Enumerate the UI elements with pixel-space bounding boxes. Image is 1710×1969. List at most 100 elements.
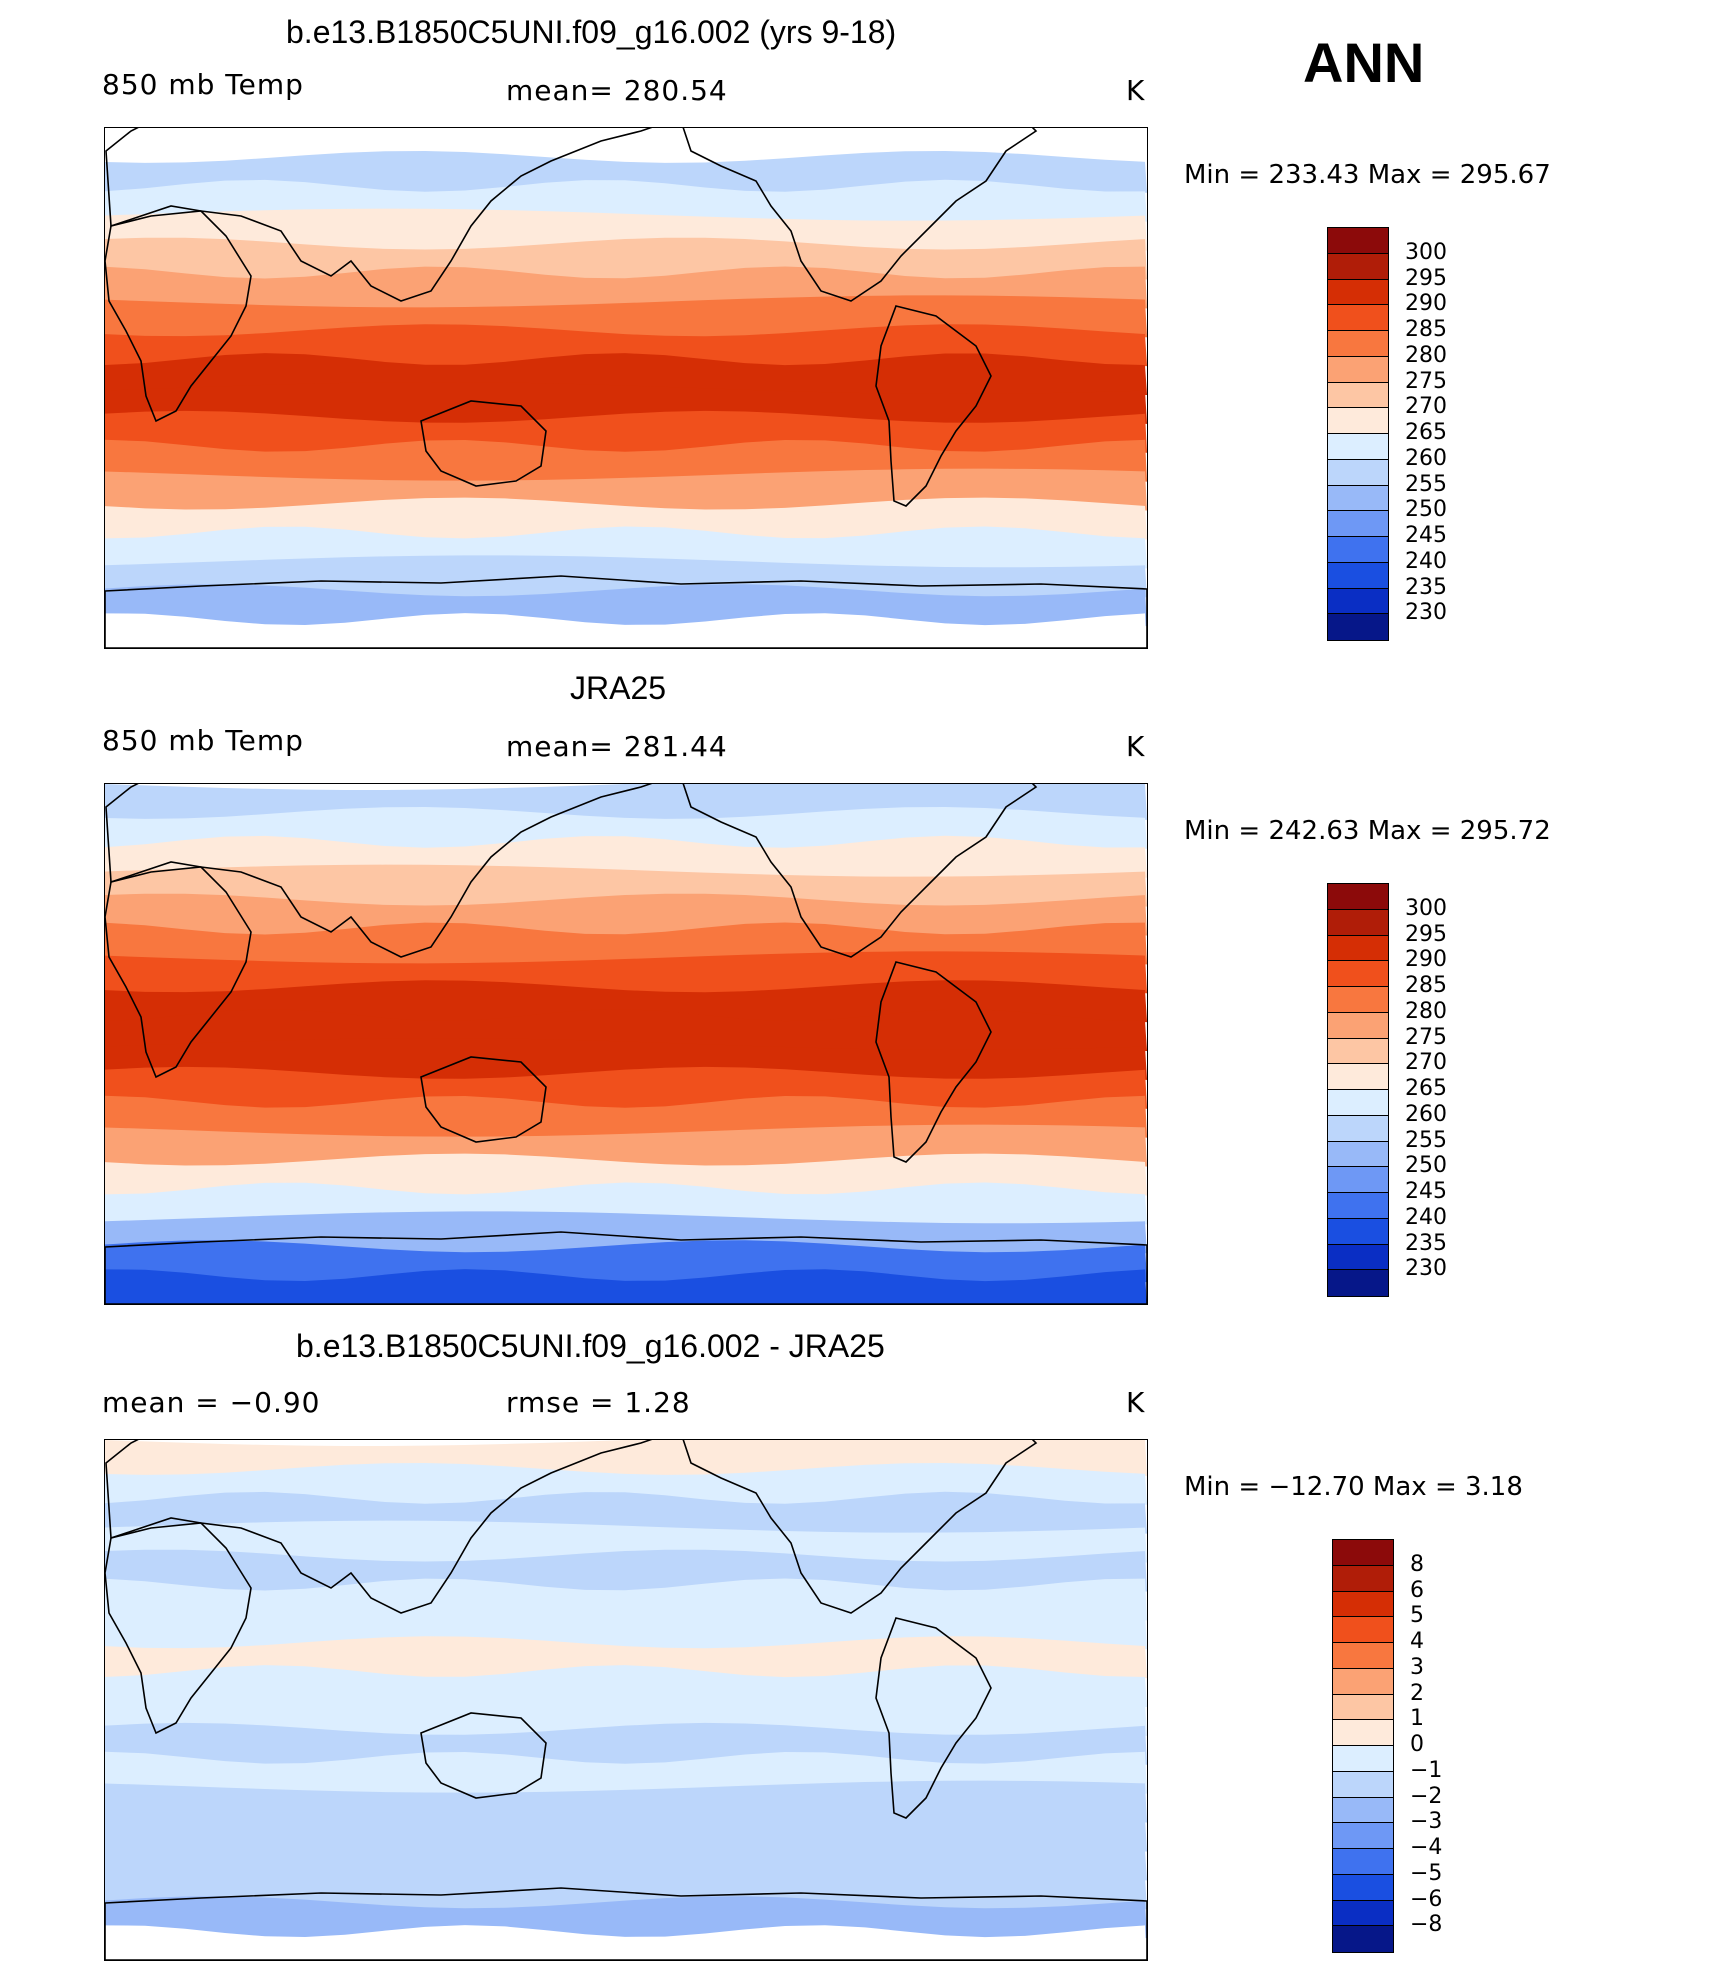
- colorbar-swatch: [1328, 987, 1388, 1013]
- colorbar-swatch: [1328, 1115, 1388, 1142]
- colorbar-swatch: [1328, 485, 1388, 512]
- contour-band: [105, 1636, 1147, 1679]
- contour-band: [105, 410, 1147, 453]
- colorbar-swatch: [1328, 228, 1388, 254]
- panel-3-colorbar: 8 6 5 4 3 2 1 0 −1 −2 −3 −4 −5 −6 −8: [1332, 1539, 1447, 1953]
- colorbar-swatch: [1328, 884, 1388, 910]
- colorbar-swatch: [1328, 1244, 1388, 1271]
- coastline: [105, 210, 252, 423]
- panel-3-mean-label: mean = −0.90: [102, 1386, 321, 1419]
- colorbar-level-label: 295: [1405, 921, 1447, 947]
- contour-band: [105, 1925, 1147, 1960]
- colorbar-level-label: −3: [1410, 1809, 1443, 1835]
- temperature-field: [105, 128, 1147, 648]
- panel-3-units: K: [1126, 1386, 1146, 1419]
- colorbar-swatch: [1328, 909, 1388, 936]
- contour-band: [105, 555, 1147, 598]
- contour-band: [105, 1520, 1147, 1563]
- colorbar-swatch: [1328, 614, 1388, 640]
- colorbar-level-label: −1: [1410, 1757, 1443, 1783]
- colorbar-level-label: 250: [1405, 1153, 1447, 1179]
- temperature-field: [105, 784, 1147, 1304]
- contour-band: [105, 1780, 1147, 1823]
- colorbar-swatch: [1333, 1565, 1393, 1592]
- panel-2-colorbar: 300 295 290 285 280 275 270 265 260 255 250 245 240 2…: [1327, 883, 1447, 1297]
- colorbar-level-label: 235: [1405, 574, 1447, 600]
- colorbar-level-label: 300: [1405, 239, 1447, 265]
- colorbar-level-label: 230: [1405, 600, 1447, 626]
- colorbar-level-label: 265: [1405, 1076, 1447, 1101]
- colorbar-level-label: 2: [1410, 1680, 1424, 1706]
- colorbar-level-label: 230: [1405, 1256, 1447, 1282]
- panel-3-map: [104, 1439, 1148, 1961]
- contour-band: [105, 1269, 1147, 1304]
- panel-1-title: b.e13.B1850C5UNI.f09_g16.002 (yrs 9-18): [286, 14, 897, 50]
- contour-band: [105, 497, 1147, 540]
- panel-2-minmax: Min = 242.63 Max = 295.72: [1184, 816, 1551, 846]
- colorbar-level-label: 5: [1410, 1603, 1424, 1629]
- colorbar-swatch: [1328, 1141, 1388, 1168]
- colorbar-box: [1327, 883, 1389, 1297]
- coastline: [105, 128, 653, 302]
- colorbar-level-label: 300: [1405, 895, 1447, 921]
- colorbar-level-label: 295: [1405, 265, 1447, 291]
- contour-band: [105, 1153, 1147, 1196]
- colorbar-swatch: [1328, 537, 1388, 563]
- colorbar-swatch: [1333, 1617, 1393, 1643]
- panel-2-mean-label: mean= 281.44: [506, 730, 728, 763]
- colorbar-level-label: 285: [1405, 973, 1447, 998]
- colorbar-swatch: [1333, 1720, 1393, 1746]
- contour-band: [105, 1549, 1147, 1592]
- colorbar-level-label: 270: [1405, 394, 1447, 420]
- panel-1-minmax: Min = 233.43 Max = 295.67: [1184, 160, 1551, 190]
- colorbar-level-label: 245: [1405, 523, 1447, 548]
- colorbar-swatch: [1333, 1540, 1393, 1566]
- panel-2-map: [104, 783, 1148, 1305]
- coastlines: [105, 1440, 1147, 1960]
- contour-band: [105, 324, 1147, 367]
- panel-2-left-label: 850 mb Temp: [102, 724, 304, 757]
- colorbar-swatch: [1333, 1797, 1393, 1824]
- coastline: [682, 1440, 1038, 1614]
- coastline: [105, 866, 252, 1079]
- colorbar-level-label: 235: [1405, 1230, 1447, 1256]
- colorbar-level-label: 260: [1405, 445, 1447, 471]
- colorbar-level-label: −2: [1410, 1783, 1443, 1809]
- panel-1-map: [104, 127, 1148, 649]
- colorbar-swatch: [1333, 1900, 1393, 1927]
- coastline: [420, 1056, 547, 1143]
- contour-band: [105, 893, 1147, 936]
- colorbar-level-label: 275: [1405, 368, 1447, 394]
- contour-band: [105, 150, 1147, 193]
- panel-1-mean-label: mean= 280.54: [506, 74, 728, 107]
- contour-band: [105, 1211, 1147, 1254]
- panel-1-map-svg: [105, 128, 1147, 648]
- contour-band: [105, 237, 1147, 280]
- colorbar-swatch: [1333, 1591, 1393, 1618]
- colorbar-swatch: [1328, 356, 1388, 383]
- coastlines: [105, 128, 1147, 648]
- colorbar-level-label: 275: [1405, 1024, 1447, 1050]
- contour-band: [105, 584, 1147, 627]
- colorbar-level-label: 290: [1405, 291, 1447, 317]
- colorbar-swatch: [1333, 1746, 1393, 1772]
- contour-band: [105, 468, 1147, 511]
- colorbar-level-label: 290: [1405, 947, 1447, 973]
- colorbar-swatch: [1328, 459, 1388, 486]
- colorbar-level-label: 280: [1405, 342, 1447, 368]
- coastline: [105, 1887, 1147, 1960]
- colorbar-swatch: [1333, 1823, 1393, 1849]
- colorbar-swatch: [1328, 935, 1388, 962]
- colorbar-level-label: 240: [1405, 1204, 1447, 1230]
- colorbar-level-label: 6: [1410, 1577, 1424, 1603]
- coastline: [682, 784, 1038, 958]
- colorbar-level-label: 260: [1405, 1101, 1447, 1127]
- colorbar-swatch: [1328, 511, 1388, 537]
- panel-3-title: b.e13.B1850C5UNI.f09_g16.002 - JRA25: [296, 1328, 885, 1364]
- colorbar-swatch: [1328, 253, 1388, 280]
- colorbar-swatch: [1333, 1643, 1393, 1669]
- colorbar-swatch: [1328, 305, 1388, 331]
- season-label: ANN: [1303, 31, 1425, 94]
- contour-band: [105, 208, 1147, 251]
- coastline: [682, 128, 1038, 302]
